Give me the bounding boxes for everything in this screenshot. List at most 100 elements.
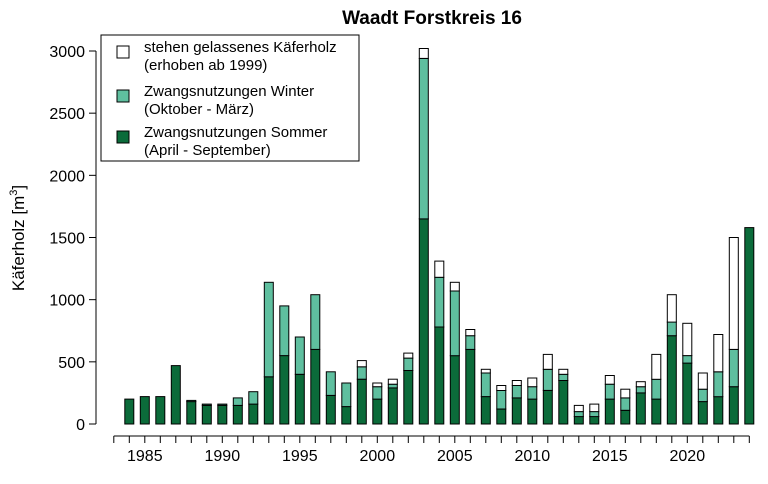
bar-summer-1992 (248, 403, 259, 425)
x-axis: 1985 1990 1995 2000 2005 2010 2015 2020 (113, 435, 750, 465)
x-tick-label-2000: 2000 (360, 448, 396, 465)
bar-winter-2018 (651, 378, 662, 400)
bar-standing-2015 (604, 375, 615, 385)
bar-winter-1997 (325, 371, 336, 396)
bar-winter-1988 (186, 399, 197, 403)
bar-standing-2019 (666, 294, 677, 323)
y-axis-title-end: ] (9, 185, 28, 190)
bar-standing-2020 (682, 322, 693, 357)
x-tick-label-1985: 1985 (127, 448, 163, 465)
legend: stehen gelassenes Käferholz (erhoben ab … (100, 34, 360, 162)
bar-standing-2013 (573, 404, 584, 413)
bar-winter-2022 (713, 371, 724, 398)
bar-standing-2007 (480, 368, 491, 374)
legend-swatch-standing (116, 45, 130, 59)
bar-summer-1994 (279, 355, 290, 425)
bar-standing-2002 (403, 352, 414, 359)
legend-label-winter-2: (Oktober - März) (144, 101, 254, 118)
bar-winter-1992 (248, 391, 259, 405)
bar-summer-1999 (356, 378, 367, 425)
x-tick-label-2010: 2010 (515, 448, 551, 465)
bar-standing-2005 (449, 281, 460, 292)
bar-summer-2001 (387, 387, 398, 425)
bar-summer-2005 (449, 355, 460, 425)
bar-standing-2023 (728, 237, 739, 350)
legend-swatch-summer (116, 130, 130, 144)
bar-summer-1993 (263, 376, 274, 425)
bar-standing-2006 (465, 329, 476, 337)
x-tick-label-2005: 2005 (437, 448, 473, 465)
x-tick-label-2020: 2020 (670, 448, 706, 465)
y-tick-label-2500: 2500 (49, 106, 85, 123)
y-axis-title: Käferholz [m3] (8, 185, 28, 291)
bar-standing-2021 (697, 372, 708, 390)
bar-summer-2017 (635, 392, 646, 425)
bar-standing-2016 (620, 388, 631, 399)
bar-standing-2022 (713, 334, 724, 373)
bar-standing-2008 (496, 385, 507, 391)
bar-summer-2006 (465, 348, 476, 425)
x-tick-label-1990: 1990 (205, 448, 241, 465)
bar-summer-1991 (232, 404, 243, 425)
bar-summer-2022 (713, 396, 724, 425)
bar-summer-2024 (744, 227, 755, 425)
y-axis-title-sup: 3 (8, 190, 20, 196)
bar-winter-2017 (635, 386, 646, 394)
bar-summer-1995 (294, 373, 305, 425)
bar-winter-2014 (589, 411, 600, 418)
bar-summer-2000 (372, 398, 383, 425)
bar-winter-2001 (387, 383, 398, 389)
bar-summer-1989 (201, 404, 212, 425)
bar-summer-2012 (558, 380, 569, 425)
bar-summer-2011 (542, 389, 553, 425)
legend-swatch-winter (116, 89, 130, 103)
bar-standing-2000 (372, 382, 383, 388)
bar-standing-2014 (589, 403, 600, 413)
bar-winter-1993 (263, 281, 274, 378)
bar-standing-2010 (527, 377, 538, 388)
bar-standing-2003 (418, 48, 429, 59)
x-tick-label-1995: 1995 (282, 448, 318, 465)
bar-winter-2009 (511, 385, 522, 399)
bar-summer-2014 (589, 416, 600, 425)
legend-label-standing-2: (erhoben ab 1999) (144, 57, 267, 74)
bar-summer-2009 (511, 397, 522, 425)
bar-winter-1996 (310, 294, 321, 350)
legend-label-summer-2: (April - September) (144, 142, 271, 159)
bar-standing-2004 (434, 260, 445, 278)
y-axis: 0 500 1000 1500 2000 2500 3000 (49, 44, 97, 434)
bar-winter-2021 (697, 388, 708, 403)
bar-winter-1998 (341, 382, 352, 408)
y-tick-label-1000: 1000 (49, 293, 85, 310)
bar-summer-2002 (403, 370, 414, 425)
bar-winter-2020 (682, 355, 693, 364)
y-tick-label-0: 0 (76, 417, 85, 434)
bar-winter-2006 (465, 335, 476, 350)
bar-summer-2019 (666, 335, 677, 425)
bar-standing-2011 (542, 353, 553, 370)
y-tick-label-3000: 3000 (49, 44, 85, 61)
bar-summer-2020 (682, 362, 693, 425)
bar-winter-2011 (542, 368, 553, 391)
y-tick-label-1500: 1500 (49, 231, 85, 248)
bar-summer-1990 (217, 404, 228, 425)
bar-summer-1987 (170, 365, 181, 425)
bar-standing-2009 (511, 380, 522, 386)
bar-winter-2008 (496, 389, 507, 410)
legend-label-summer-1: Zwangsnutzungen Sommer (144, 124, 327, 141)
bar-summer-1998 (341, 406, 352, 425)
bar-winter-2003 (418, 58, 429, 220)
chart-title: Waadt Forstkreis 16 (342, 8, 522, 29)
bar-summer-2016 (620, 409, 631, 425)
bar-winter-2004 (434, 276, 445, 328)
bar-winter-2015 (604, 383, 615, 400)
bar-winter-1999 (356, 366, 367, 380)
x-tick-label-2015: 2015 (592, 448, 628, 465)
bar-winter-2007 (480, 372, 491, 398)
bar-winter-2016 (620, 397, 631, 411)
legend-label-standing-1: stehen gelassenes Käferholz (144, 39, 337, 56)
y-axis-title-main: Käferholz [m (9, 196, 28, 291)
bar-standing-2018 (651, 353, 662, 380)
bar-winter-1989 (201, 403, 212, 406)
bar-summer-2015 (604, 398, 615, 425)
